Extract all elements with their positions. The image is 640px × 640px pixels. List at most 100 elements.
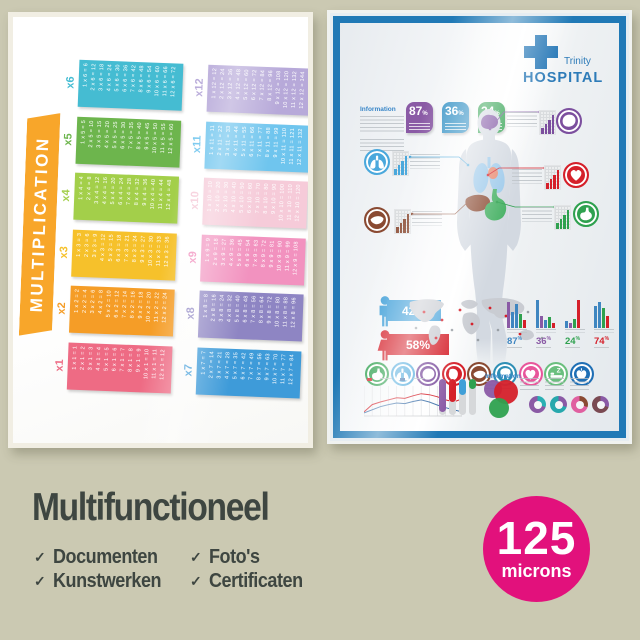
region-stat: 24% xyxy=(565,298,589,349)
mult-fact: 11 x 3 = 33 xyxy=(155,235,164,266)
mult-fact: 6 x 12 = 72 xyxy=(251,69,259,101)
region-stat-unit: % xyxy=(517,336,523,342)
mini-chart-bar xyxy=(551,115,554,134)
mult-fact: 8 x 10 = 80 xyxy=(262,182,271,214)
mult-table-strip: 1 x 10 = 10 2 x 10 = 20 3 x 10 = 30 4 x 10 … xyxy=(202,177,308,229)
mult-fact: 5 x 1 = 5 xyxy=(103,346,111,371)
mult-fact: 12 x 3 = 36 xyxy=(163,235,172,267)
mini-chart-bar xyxy=(406,214,409,233)
mult-fact: 1 x 5 = 5 xyxy=(80,119,88,144)
mult-fact: 1 x 7 = 7 xyxy=(200,350,208,375)
region-stat-value: 87% xyxy=(507,336,523,349)
mini-chart-bar xyxy=(563,215,566,229)
mult-fact: 8 x 12 = 96 xyxy=(267,70,275,101)
hospital-poster: Trinity HOSPITAL Information 87%36%24% xyxy=(327,10,632,444)
placeholder-text-lines xyxy=(380,378,392,381)
feature-kunstwerken: ✓ Kunstwerken xyxy=(34,570,173,593)
mult-fact: 12 x 1 = 12 xyxy=(159,348,167,380)
mult-fact: 3 x 4 = 12 xyxy=(94,176,102,204)
mult-fact: 10 x 2 = 20 xyxy=(145,291,153,323)
mult-fact: 3 x 10 = 30 xyxy=(222,181,230,213)
mult-fact: 1 x 1 = 1 xyxy=(71,345,79,370)
mult-fact: 3 x 12 = 36 xyxy=(227,68,235,100)
liver-caption-lines xyxy=(412,211,442,226)
mult-table-label-text: x2 xyxy=(55,302,68,316)
mult-fact: 4 x 7 = 28 xyxy=(224,351,232,379)
mult-fact: 9 x 11 = 99 xyxy=(273,126,281,158)
mult-fact: 11 x 10 = 110 xyxy=(286,183,295,221)
mult-table-label-text: x8 xyxy=(184,307,197,321)
heart-caption-lines xyxy=(512,169,542,184)
legend-swatch-red xyxy=(367,378,372,381)
mult-fact: 5 x 2 = 10 xyxy=(105,289,113,318)
mult-fact: 3 x 11 = 33 xyxy=(224,124,233,156)
mult-fact: 3 x 6 = 18 xyxy=(98,63,106,92)
lungs-icon xyxy=(370,155,384,169)
mult-fact: 4 x 2 = 8 xyxy=(97,289,105,314)
progress-bars xyxy=(439,379,476,415)
mult-fact: 6 x 2 = 12 xyxy=(113,290,121,318)
region-stat-bars xyxy=(565,298,580,328)
region-bar xyxy=(523,320,526,328)
brain-caption-lines xyxy=(507,112,537,127)
mini-chart-bar xyxy=(397,165,400,175)
progress-bar-fill xyxy=(439,379,446,413)
mult-fact: 10 x 4 = 40 xyxy=(150,178,158,210)
mini-chart-bar xyxy=(549,179,552,189)
stomach-caption-lines xyxy=(522,207,552,222)
mult-fact: 7 x 3 = 21 xyxy=(123,234,131,262)
mult-fact: 11 x 11 = 121 xyxy=(288,127,297,165)
mult-fact: 12 x 11 = 132 xyxy=(296,127,305,165)
region-bar xyxy=(540,316,543,328)
female-icon xyxy=(369,330,393,362)
mult-fact: 7 x 8 = 56 xyxy=(250,295,258,324)
mult-fact: 4 x 12 = 48 xyxy=(235,68,243,100)
mult-fact: 4 x 5 = 20 xyxy=(104,120,112,148)
mult-fact: 9 x 8 = 72 xyxy=(266,296,274,324)
mult-table-label: x5 xyxy=(60,116,78,164)
mult-fact: 5 x 8 = 40 xyxy=(234,294,242,323)
mult-fact: 5 x 11 = 55 xyxy=(241,125,249,157)
mini-chart-bar xyxy=(556,170,559,189)
mini-chart-bar xyxy=(548,120,551,134)
region-bar xyxy=(548,317,551,328)
region-stat-unit: % xyxy=(604,336,610,342)
placeholder-text-lines xyxy=(545,378,564,390)
region-bar xyxy=(544,320,547,328)
mult-table-label: x8 xyxy=(182,290,200,338)
lungs-mini-chart xyxy=(392,151,409,176)
mult-fact: 2 x 2 = 4 xyxy=(81,289,89,314)
mult-table-row: x11 1 x 11 = 11 2 x 11 = 22 3 x 11 = 33 4 x … xyxy=(188,121,308,173)
brain-icon xyxy=(562,114,576,127)
mult-fact: 4 x 4 = 16 xyxy=(102,176,110,205)
thickness-value: 125 xyxy=(496,511,577,564)
mult-fact: 5 x 10 = 50 xyxy=(238,182,247,213)
mult-fact: 8 x 3 = 24 xyxy=(131,234,140,262)
mini-chart-bar xyxy=(399,223,402,233)
mult-fact: 12 x 5 = 60 xyxy=(168,122,176,154)
check-icon: ✓ xyxy=(34,549,46,565)
progress-bar-fill xyxy=(469,379,476,390)
mult-fact: 10 x 12 = 120 xyxy=(283,70,291,109)
mult-fact: 6 x 4 = 24 xyxy=(118,177,126,205)
feature-certificaten: ✓ Certificaten xyxy=(190,570,313,593)
stomach-mini-chart xyxy=(554,205,571,230)
mult-fact: 11 x 5 = 55 xyxy=(160,122,168,153)
mult-fact: 6 x 11 = 66 xyxy=(249,125,257,157)
mult-fact: 2 x 4 = 8 xyxy=(86,176,94,201)
svg-text:Z: Z xyxy=(556,367,560,374)
mult-fact: 3 x 7 = 21 xyxy=(216,350,224,379)
region-stat: 74% xyxy=(594,298,618,349)
male-icon xyxy=(369,296,391,328)
thickness-unit: microns xyxy=(501,560,572,581)
mult-fact: 5 x 12 = 60 xyxy=(243,69,251,100)
mult-fact: 10 x 10 = 100 xyxy=(278,183,287,222)
mult-table-label: x12 xyxy=(191,64,209,112)
donut-hole xyxy=(554,400,563,409)
donut-hole xyxy=(596,400,605,409)
